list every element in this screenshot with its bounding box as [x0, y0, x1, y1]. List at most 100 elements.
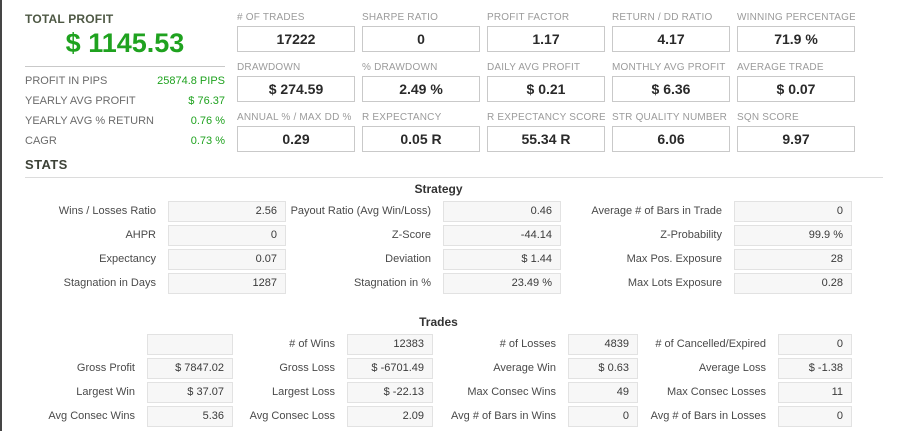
metric-label: # OF TRADES [237, 12, 305, 23]
stat-label: Avg Consec Wins [48, 410, 135, 422]
metric-annual-pct-max-dd: ANNUAL % / MAX DD % 0.29 [237, 112, 355, 152]
summary-value: 0.76 % [190, 115, 225, 127]
summary-label: YEARLY AVG PROFIT [25, 95, 136, 107]
stat-label: Deviation [385, 253, 431, 265]
metric-value-box: 0 [362, 26, 480, 52]
metric-pct-drawdown: % DRAWDOWN 2.49 % [362, 62, 480, 102]
metric-label: SQN SCORE [737, 112, 799, 123]
metric-drawdown: DRAWDOWN $ 274.59 [237, 62, 355, 102]
metric-num-of-trades: # OF TRADES 17222 [237, 12, 355, 52]
stat-label: Wins / Losses Ratio [58, 205, 156, 217]
total-profit-value: $ 1145.53 [65, 28, 185, 58]
stat-label: Avg # of Bars in Losses [650, 410, 766, 422]
stat-value-box: 4839 [568, 334, 638, 355]
stat-label: Expectancy [99, 253, 156, 265]
metric-label: PROFIT FACTOR [487, 12, 570, 23]
summary-divider [25, 66, 225, 67]
stat-value-box: 5.36 [147, 406, 233, 427]
metric-r-expectancy-score: R EXPECTANCY SCORE 55.34 R [487, 112, 605, 152]
stat-label: Max Consec Wins [467, 386, 556, 398]
stat-value-box: 99.9 % [734, 225, 852, 246]
stat-value-box: 0.46 [443, 201, 561, 222]
stat-value-box: $ 0.63 [568, 358, 638, 379]
stat-value-box: 11 [778, 382, 852, 403]
metric-value-box: $ 274.59 [237, 76, 355, 102]
summary-row-profit-in-pips: PROFIT IN PIPS 25874.8 PIPS [25, 71, 225, 91]
trades-table: # of Wins 12383 # of Losses 4839 # of Ca… [25, 334, 852, 427]
stat-label: Payout Ratio (Avg Win/Loss) [290, 205, 431, 217]
stat-value-box: 0 [568, 406, 638, 427]
strategy-section-title: Strategy [414, 182, 463, 196]
metric-label: RETURN / DD RATIO [612, 12, 713, 23]
metrics-grid: # OF TRADES 17222 SHARPE RATIO 0 PROFIT … [237, 12, 855, 152]
metric-label: R EXPECTANCY SCORE [487, 112, 605, 123]
stat-value-box: $ 1.44 [443, 249, 561, 270]
stat-label: Avg # of Bars in Wins [451, 410, 556, 422]
metric-value-box: 17222 [237, 26, 355, 52]
summary-row-yearly-avg-profit: YEARLY AVG PROFIT $ 76.37 [25, 91, 225, 111]
stat-label: Stagnation in Days [63, 277, 156, 289]
stat-value-box: 12383 [347, 334, 433, 355]
metric-value-box: 55.34 R [487, 126, 605, 152]
metric-value-box: $ 0.07 [737, 76, 855, 102]
strategy-table: Wins / Losses Ratio 2.56 Payout Ratio (A… [25, 201, 852, 294]
stat-label: # of Wins [289, 338, 335, 350]
metric-value-box: 6.06 [612, 126, 730, 152]
stat-label: Max Lots Exposure [627, 277, 722, 289]
stat-label: Z-Score [391, 229, 431, 241]
stat-value-box: 28 [734, 249, 852, 270]
stat-value-box: $ -1.38 [778, 358, 852, 379]
summary-row-yearly-avg-return: YEARLY AVG % RETURN 0.76 % [25, 111, 225, 131]
total-profit-label: TOTAL PROFIT [25, 12, 114, 26]
metric-label: % DRAWDOWN [362, 62, 438, 73]
metric-profit-factor: PROFIT FACTOR 1.17 [487, 12, 605, 52]
stat-label: Largest Win [76, 386, 135, 398]
metric-str-quality-number: STR QUALITY NUMBER 6.06 [612, 112, 730, 152]
stat-label: # of Cancelled/Expired [655, 338, 766, 350]
metric-value-box: 9.97 [737, 126, 855, 152]
stat-label: # of Losses [499, 338, 556, 350]
stat-value-box: 2.56 [168, 201, 286, 222]
stat-value-box: 0 [778, 406, 852, 427]
metric-label: SHARPE RATIO [362, 12, 439, 23]
stat-value-box: $ 7847.02 [147, 358, 233, 379]
metric-label: DAILY AVG PROFIT [487, 62, 581, 73]
metric-sqn-score: SQN SCORE 9.97 [737, 112, 855, 152]
metric-label: MONTHLY AVG PROFIT [612, 62, 726, 73]
summary-label: PROFIT IN PIPS [25, 75, 108, 87]
stat-label: Average # of Bars in Trade [591, 205, 722, 217]
stat-value-box: 1287 [168, 273, 286, 294]
metric-return-dd-ratio: RETURN / DD RATIO 4.17 [612, 12, 730, 52]
metric-winning-percentage: WINNING PERCENTAGE 71.9 % [737, 12, 855, 52]
stat-label: Gross Profit [76, 362, 135, 374]
stat-label: Max Consec Losses [666, 386, 766, 398]
summary-row-cagr: CAGR 0.73 % [25, 131, 225, 151]
metric-label: AVERAGE TRADE [737, 62, 824, 73]
stat-value-box: $ 37.07 [147, 382, 233, 403]
metric-label: ANNUAL % / MAX DD % [237, 112, 352, 123]
metric-value-box: $ 6.36 [612, 76, 730, 102]
metric-value-box: 2.49 % [362, 76, 480, 102]
summary-value: $ 76.37 [188, 95, 225, 107]
stat-value-box: 49 [568, 382, 638, 403]
stat-value-box: 0 [778, 334, 852, 355]
stats-divider [25, 177, 883, 178]
stat-value-box-empty [147, 334, 233, 355]
stat-value-box: 0.07 [168, 249, 286, 270]
stat-value-box: 2.09 [347, 406, 433, 427]
stat-label: Z-Probability [660, 229, 722, 241]
stat-value-box: $ -22.13 [347, 382, 433, 403]
metric-label: STR QUALITY NUMBER [612, 112, 728, 123]
stat-label: AHPR [125, 229, 156, 241]
stat-value-box: 23.49 % [443, 273, 561, 294]
stat-value-box: -44.14 [443, 225, 561, 246]
summary-label: YEARLY AVG % RETURN [25, 115, 154, 127]
metric-value-box: 0.29 [237, 126, 355, 152]
stat-value-box: $ -6701.49 [347, 358, 433, 379]
metric-value-box: 71.9 % [737, 26, 855, 52]
stat-value-box: 0.28 [734, 273, 852, 294]
metric-label: DRAWDOWN [237, 62, 301, 73]
metric-sharpe-ratio: SHARPE RATIO 0 [362, 12, 480, 52]
summary-value: 25874.8 PIPS [157, 75, 225, 87]
metric-monthly-avg-profit: MONTHLY AVG PROFIT $ 6.36 [612, 62, 730, 102]
